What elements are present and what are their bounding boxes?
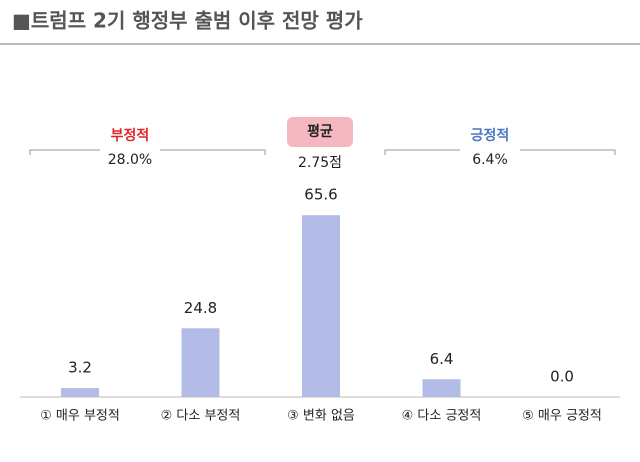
negative-value: 28.0%: [108, 152, 152, 168]
bar: [181, 328, 220, 397]
x-tick-label: ⑤ 매우 긍정적: [522, 409, 602, 424]
x-tick-label: ③ 변화 없음: [287, 409, 355, 424]
bar: [61, 388, 99, 397]
bar: [302, 215, 340, 397]
average-label: 평균: [307, 123, 333, 140]
chart-title: ■트럼프 2기 행정부 출범 이후 전망 평가: [12, 9, 363, 33]
positive-value: 6.4%: [472, 152, 508, 168]
average-value: 2.75점: [298, 155, 342, 171]
value-label: 65.6: [304, 186, 337, 204]
value-label: 6.4: [430, 350, 454, 368]
x-tick-label: ④ 다소 긍정적: [402, 409, 482, 424]
negative-bracket: [29, 149, 266, 155]
x-tick-label: ② 다소 부정적: [161, 409, 241, 424]
x-tick-label: ① 매우 부정적: [40, 409, 120, 424]
value-label: 3.2: [68, 359, 92, 377]
value-label: 0.0: [550, 368, 574, 386]
average-box: [287, 117, 353, 147]
bar: [422, 379, 461, 397]
negative-label: 부정적: [111, 127, 150, 144]
positive-bracket: [384, 149, 616, 155]
value-label: 24.8: [184, 299, 217, 317]
positive-label: 긍정적: [471, 127, 510, 144]
